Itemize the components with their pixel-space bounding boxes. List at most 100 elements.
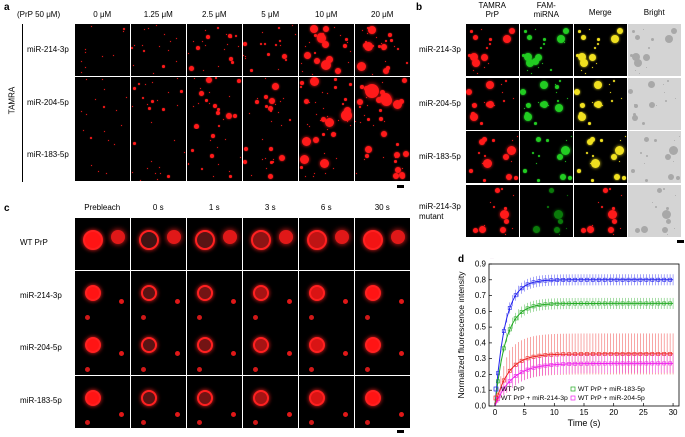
droplet (402, 77, 407, 83)
droplet (584, 229, 586, 232)
droplet (357, 98, 363, 105)
droplet (632, 30, 635, 33)
droplet (630, 54, 633, 57)
droplet (481, 29, 482, 30)
droplet (632, 114, 638, 121)
droplet (133, 65, 134, 66)
droplet (151, 99, 154, 103)
droplet (210, 140, 211, 141)
droplet (679, 136, 680, 137)
droplet (264, 94, 268, 99)
droplet (665, 154, 671, 160)
droplet (321, 60, 331, 70)
droplet (140, 180, 141, 181)
droplet (603, 187, 608, 193)
droplet (621, 194, 622, 196)
droplet (359, 105, 361, 108)
legend-label: WT PrP + miR-204-5p (578, 395, 645, 402)
y-tick-label: 0.7 (475, 291, 487, 300)
condensate-neighbor (253, 314, 258, 320)
droplet (676, 176, 680, 180)
droplet (144, 29, 145, 30)
droplet (336, 158, 337, 159)
panel-c-image-tile (131, 270, 186, 323)
data-point (626, 301, 631, 306)
droplet (188, 53, 189, 54)
droplet (223, 118, 224, 120)
droplet (502, 91, 503, 93)
y-tick-label: 0.2 (475, 370, 487, 379)
droplet (205, 45, 206, 46)
droplet (365, 154, 369, 158)
droplet (322, 41, 329, 48)
data-point (632, 361, 637, 366)
droplet (265, 77, 266, 79)
droplet (193, 105, 194, 107)
droplet (199, 90, 204, 96)
data-point (555, 362, 560, 367)
droplet (478, 152, 480, 154)
droplet (625, 136, 626, 137)
panel-b-image-tile (466, 24, 519, 76)
x-axis-label: Time (s) (568, 418, 601, 428)
droplet (302, 137, 311, 146)
droplet (334, 27, 335, 28)
droplet (217, 27, 219, 29)
droplet (309, 101, 310, 103)
droplet (557, 154, 563, 160)
data-point (644, 301, 649, 306)
droplet (168, 50, 169, 51)
data-point (656, 301, 661, 306)
droplet (546, 139, 549, 142)
data-point (608, 277, 613, 282)
droplet (225, 139, 226, 140)
droplet (157, 99, 158, 101)
data-point (543, 302, 548, 307)
droplet (534, 121, 537, 125)
data-point (525, 356, 530, 361)
condensate (253, 389, 269, 406)
droplet (138, 82, 140, 85)
droplet (334, 77, 337, 81)
droplet (527, 35, 532, 40)
data-point (561, 278, 566, 282)
droplet (213, 103, 217, 108)
data-point (632, 277, 637, 282)
droplet (131, 47, 133, 49)
droplet (142, 96, 144, 99)
fit-line (494, 279, 674, 407)
droplet (667, 233, 668, 235)
data-point (501, 386, 506, 391)
data-point (638, 361, 643, 366)
droplet (611, 99, 613, 102)
droplet (642, 121, 645, 125)
droplet (314, 34, 317, 37)
droplet (538, 101, 539, 103)
droplet (390, 39, 393, 42)
droplet (333, 168, 334, 169)
droplet (300, 80, 304, 85)
droplet (132, 105, 133, 107)
droplet (567, 194, 568, 196)
droplet (634, 103, 638, 108)
droplet (251, 175, 252, 176)
data-point (573, 277, 577, 282)
condensate-neighbor (343, 298, 348, 304)
data-point (507, 379, 512, 384)
data-point (668, 301, 672, 306)
droplet (368, 26, 376, 34)
droplet (327, 129, 328, 130)
droplet (384, 120, 385, 122)
droplet (615, 146, 624, 155)
droplet (509, 28, 515, 34)
condensate (365, 337, 381, 353)
droplet (323, 107, 324, 109)
data-point (638, 301, 643, 306)
droplet (262, 159, 263, 160)
panel-c-row-label: miR-214-3p (20, 290, 62, 300)
panel-a-image-tile (75, 76, 130, 129)
panel-c-image-tile (75, 218, 130, 270)
droplet (656, 104, 657, 106)
droplet (309, 42, 310, 43)
data-point (513, 362, 518, 367)
